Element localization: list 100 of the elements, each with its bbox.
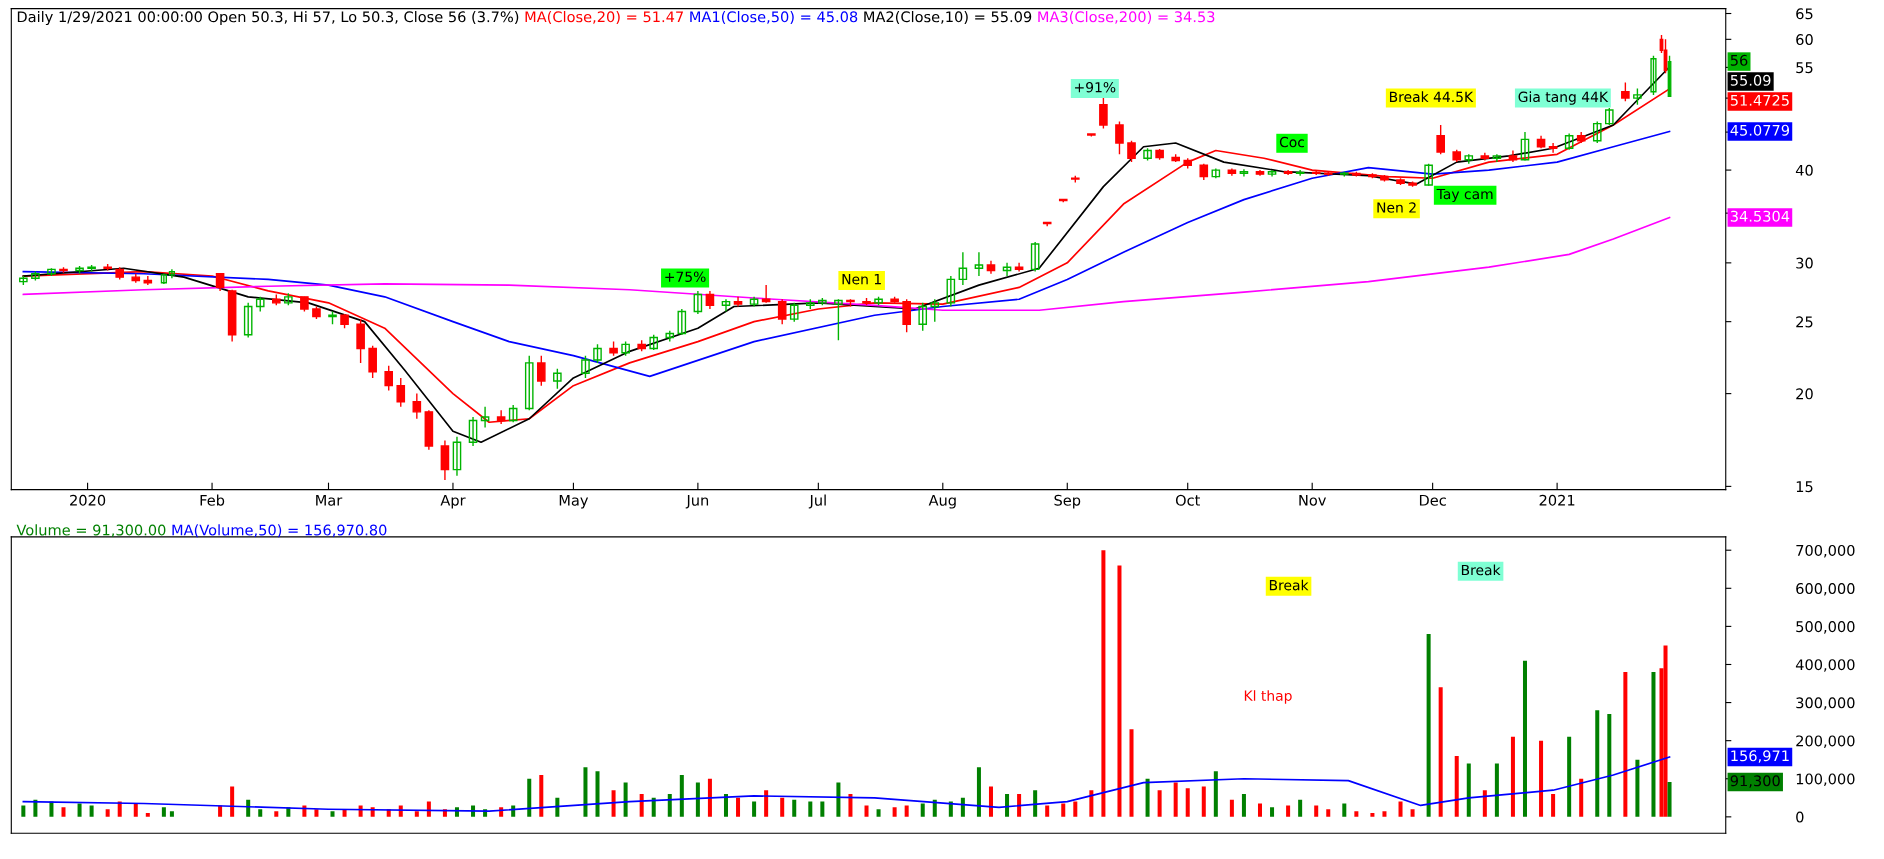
- bar: [1073, 801, 1078, 817]
- y-tick-label: 15: [1796, 481, 1813, 493]
- x-tick-label: May: [559, 494, 589, 509]
- y-tick-label: 600,000: [1796, 583, 1855, 596]
- text: 51.4725: [1730, 94, 1789, 106]
- candlestick: [468, 416, 478, 447]
- y-tick-label: 200,000: [1796, 735, 1855, 748]
- bar: [49, 801, 54, 817]
- bar: [511, 805, 516, 817]
- candlestick: [930, 298, 940, 323]
- bar: [1129, 729, 1134, 817]
- text: MA3(Close,200) = 34.53: [1038, 11, 1215, 24]
- candlestick: [1492, 153, 1502, 163]
- candlestick: [368, 345, 377, 379]
- bar: [679, 774, 684, 817]
- bar: [1522, 660, 1527, 817]
- bar: [1101, 550, 1106, 817]
- bar: [892, 807, 897, 817]
- bar: [1382, 811, 1387, 817]
- x-tick-label: Nov: [1299, 494, 1326, 506]
- x-tick-label: 2020: [70, 494, 106, 506]
- bar: [1005, 794, 1010, 817]
- bar: [792, 799, 797, 817]
- bar: [920, 803, 925, 817]
- bar: [77, 803, 82, 817]
- y-tick-label: 100,000: [1796, 773, 1855, 786]
- candlestick: [1520, 131, 1530, 162]
- annotation: Break 44.5K: [1389, 91, 1474, 103]
- bar: [695, 782, 700, 817]
- bar: [1257, 803, 1262, 817]
- y-tick-label: 700,000: [1796, 544, 1855, 558]
- bar: [1635, 759, 1640, 817]
- bar: [1326, 809, 1331, 817]
- candlestick: [902, 298, 911, 333]
- bar: [988, 786, 993, 817]
- bar: [1061, 803, 1066, 817]
- text: 34.5304: [1730, 210, 1790, 222]
- y-tick-label: 60: [1796, 34, 1813, 46]
- bar: [1314, 805, 1319, 817]
- bar: [904, 805, 909, 817]
- candlestick: [749, 296, 759, 308]
- candlestick: [1436, 124, 1445, 156]
- text: Volume = 91,300.00: [16, 524, 166, 538]
- bar: [1663, 645, 1668, 817]
- candlestick: [677, 308, 687, 336]
- bar: [1117, 565, 1122, 817]
- bar: [820, 801, 825, 817]
- candlestick: [1592, 120, 1602, 144]
- bar: [1370, 813, 1375, 817]
- bar: [1145, 778, 1150, 817]
- candlestick: [412, 392, 422, 420]
- candlestick: [1564, 132, 1574, 151]
- y-tick-label: 500,000: [1796, 621, 1855, 634]
- bar: [1017, 794, 1022, 817]
- candlestick: [1115, 120, 1124, 156]
- annotation: +75%: [665, 271, 706, 282]
- bar: [1607, 714, 1612, 817]
- bar: [848, 794, 853, 817]
- candlestick: [396, 377, 406, 408]
- bar: [623, 782, 628, 817]
- text: 91,300: [1730, 775, 1780, 788]
- text: MA1(Close,50) = 45.08: [690, 11, 858, 24]
- y-tick-label: 20: [1796, 388, 1813, 400]
- annotation: Kl thap: [1244, 690, 1292, 704]
- bar: [1229, 799, 1234, 817]
- bar: [1667, 782, 1672, 817]
- bar: [780, 797, 785, 817]
- bar: [274, 811, 279, 817]
- bar: [1201, 786, 1206, 817]
- bar: [230, 786, 235, 817]
- bar: [583, 767, 588, 817]
- annotation: Nen 1: [842, 274, 881, 285]
- y-tick-label: 40: [1795, 164, 1813, 176]
- bar: [752, 801, 757, 817]
- candlestick: [1424, 163, 1433, 187]
- bar: [105, 809, 110, 817]
- candlestick: [974, 251, 984, 277]
- candlestick: [1099, 97, 1108, 130]
- candlestick: [1002, 262, 1012, 277]
- candlestick: [918, 302, 928, 332]
- bar: [169, 811, 174, 817]
- bar: [1595, 710, 1600, 817]
- bar: [145, 813, 150, 817]
- bar: [932, 799, 937, 817]
- candlestick: [581, 354, 590, 379]
- bar: [1426, 634, 1431, 817]
- bar: [258, 809, 263, 817]
- bar: [876, 809, 881, 817]
- annotation: Nen 2: [1377, 202, 1416, 213]
- candlestick: [958, 251, 968, 286]
- candlestick: [1621, 81, 1630, 103]
- text: MA(Volume,50) = 156,970.80: [172, 524, 387, 538]
- bar: [1173, 782, 1178, 817]
- bar: [1398, 801, 1403, 817]
- x-tick-label: Dec: [1419, 494, 1446, 506]
- candlestick: [789, 302, 799, 323]
- bar: [864, 805, 869, 817]
- candlestick: [693, 290, 703, 315]
- bar: [161, 807, 166, 817]
- annotation: Gia tang 44K: [1518, 91, 1609, 105]
